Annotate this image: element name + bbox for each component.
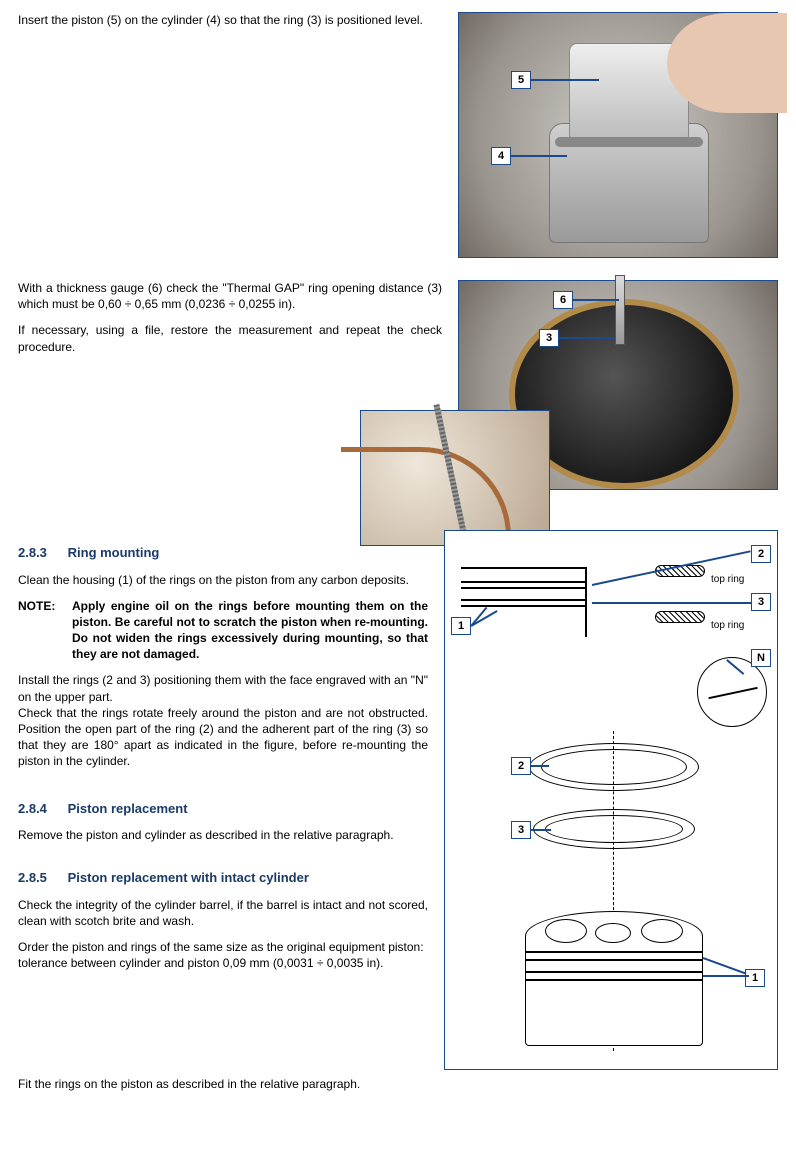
heading-285-title: Piston replacement with intact cylinder [68,870,309,885]
d-top-edge [461,567,585,569]
block-thermal-gap: With a thickness gauge (6) check the "Th… [18,280,778,490]
leader-5 [531,79,599,81]
callout-5: 5 [511,71,531,89]
leader-3m [531,829,551,831]
block-piston-insert: Insert the piston (5) on the cylinder (4… [18,12,778,258]
callout-2-top: 2 [751,545,771,563]
leader-6 [573,299,619,301]
block2-p1: With a thickness gauge (6) check the "Th… [18,280,442,312]
sec283-text-col: 2.8.3 Ring mounting Clean the housing (1… [18,530,428,982]
block-ring-mounting: 2.8.3 Ring mounting Clean the housing (1… [18,530,778,1070]
diagram-col: top ring top ring 2 3 1 N 2 3 [444,530,778,1070]
heading-285-num: 2.8.5 [18,869,64,887]
heading-283: 2.8.3 Ring mounting [18,544,428,562]
sec285-p2: Order the piston and rings of the same s… [18,939,428,971]
sec285-p1: Check the integrity of the cylinder barr… [18,897,428,929]
heading-284: 2.8.4 Piston replacement [18,800,428,818]
photo-inset-file [360,410,550,546]
sec284-p1: Remove the piston and cylinder as descri… [18,827,428,843]
crown-pocket-l [545,919,587,943]
callout-3-top: 3 [751,593,771,611]
heading-285: 2.8.5 Piston replacement with intact cyl… [18,869,428,887]
heading-284-num: 2.8.4 [18,800,64,818]
callout-3-mid: 3 [511,821,531,839]
block1-paragraph: Insert the piston (5) on the cylinder (4… [18,12,442,28]
piston-groove-l3 [525,971,703,973]
d-piston-side [585,567,587,637]
crown-circle [595,923,631,943]
callout-1-top: 1 [451,617,471,635]
callout-N: N [751,649,771,667]
diagram-ring-mounting: top ring top ring 2 3 1 N 2 3 [444,530,778,1070]
d-groove2a [461,599,585,601]
d-groove1b [461,587,585,589]
block1-image-col: 5 4 [458,12,778,258]
note-body: Apply engine oil on the rings before mou… [72,598,428,663]
leader-3 [559,337,615,339]
callout-2-mid: 2 [511,757,531,775]
heading-283-title: Ring mounting [68,545,160,560]
sec283-p2: Install the rings (2 and 3) positioning … [18,672,428,769]
leader-2m [531,765,549,767]
d-groove2b [461,605,585,607]
block2-image-col: 6 3 [458,280,778,490]
leader-1bB [703,975,749,977]
callout-1-bottom: 1 [745,969,765,987]
photo-piston-on-cylinder: 5 4 [458,12,778,258]
d-groove1a [461,581,585,583]
swatch-topring-2 [655,611,705,623]
label-topring-2: top ring [711,619,744,633]
sec283-p1: Clean the housing (1) of the rings on th… [18,572,428,588]
leader-3t [592,602,752,604]
heading-283-num: 2.8.3 [18,544,64,562]
detail-circle-n [697,657,767,727]
ring-2-inner [541,749,687,785]
ring-line [555,137,703,147]
label-topring-1: top ring [711,573,744,587]
heading-284-title: Piston replacement [68,801,188,816]
sec283-note: NOTE: Apply engine oil on the rings befo… [18,598,428,663]
callout-4: 4 [491,147,511,165]
hand-shape [667,13,787,113]
leader-1bA [703,957,747,974]
block1-text-col: Insert the piston (5) on the cylinder (4… [18,12,442,258]
gauge-blade [615,275,625,345]
piston-lower-body [525,936,703,1046]
ring-3-inner [545,815,683,843]
callout-6: 6 [553,291,573,309]
callout-3: 3 [539,329,559,347]
ring-arc [341,447,511,537]
leader-4 [511,155,567,157]
n-ring-line [708,687,757,699]
block2-p2: If necessary, using a file, restore the … [18,322,442,354]
piston-groove-l1 [525,951,703,953]
piston-groove-l2 [525,959,703,961]
sec285-p3: Fit the rings on the piston as described… [18,1076,778,1092]
note-label: NOTE: [18,598,62,663]
piston-groove-l4 [525,979,703,981]
crown-pocket-r [641,919,683,943]
